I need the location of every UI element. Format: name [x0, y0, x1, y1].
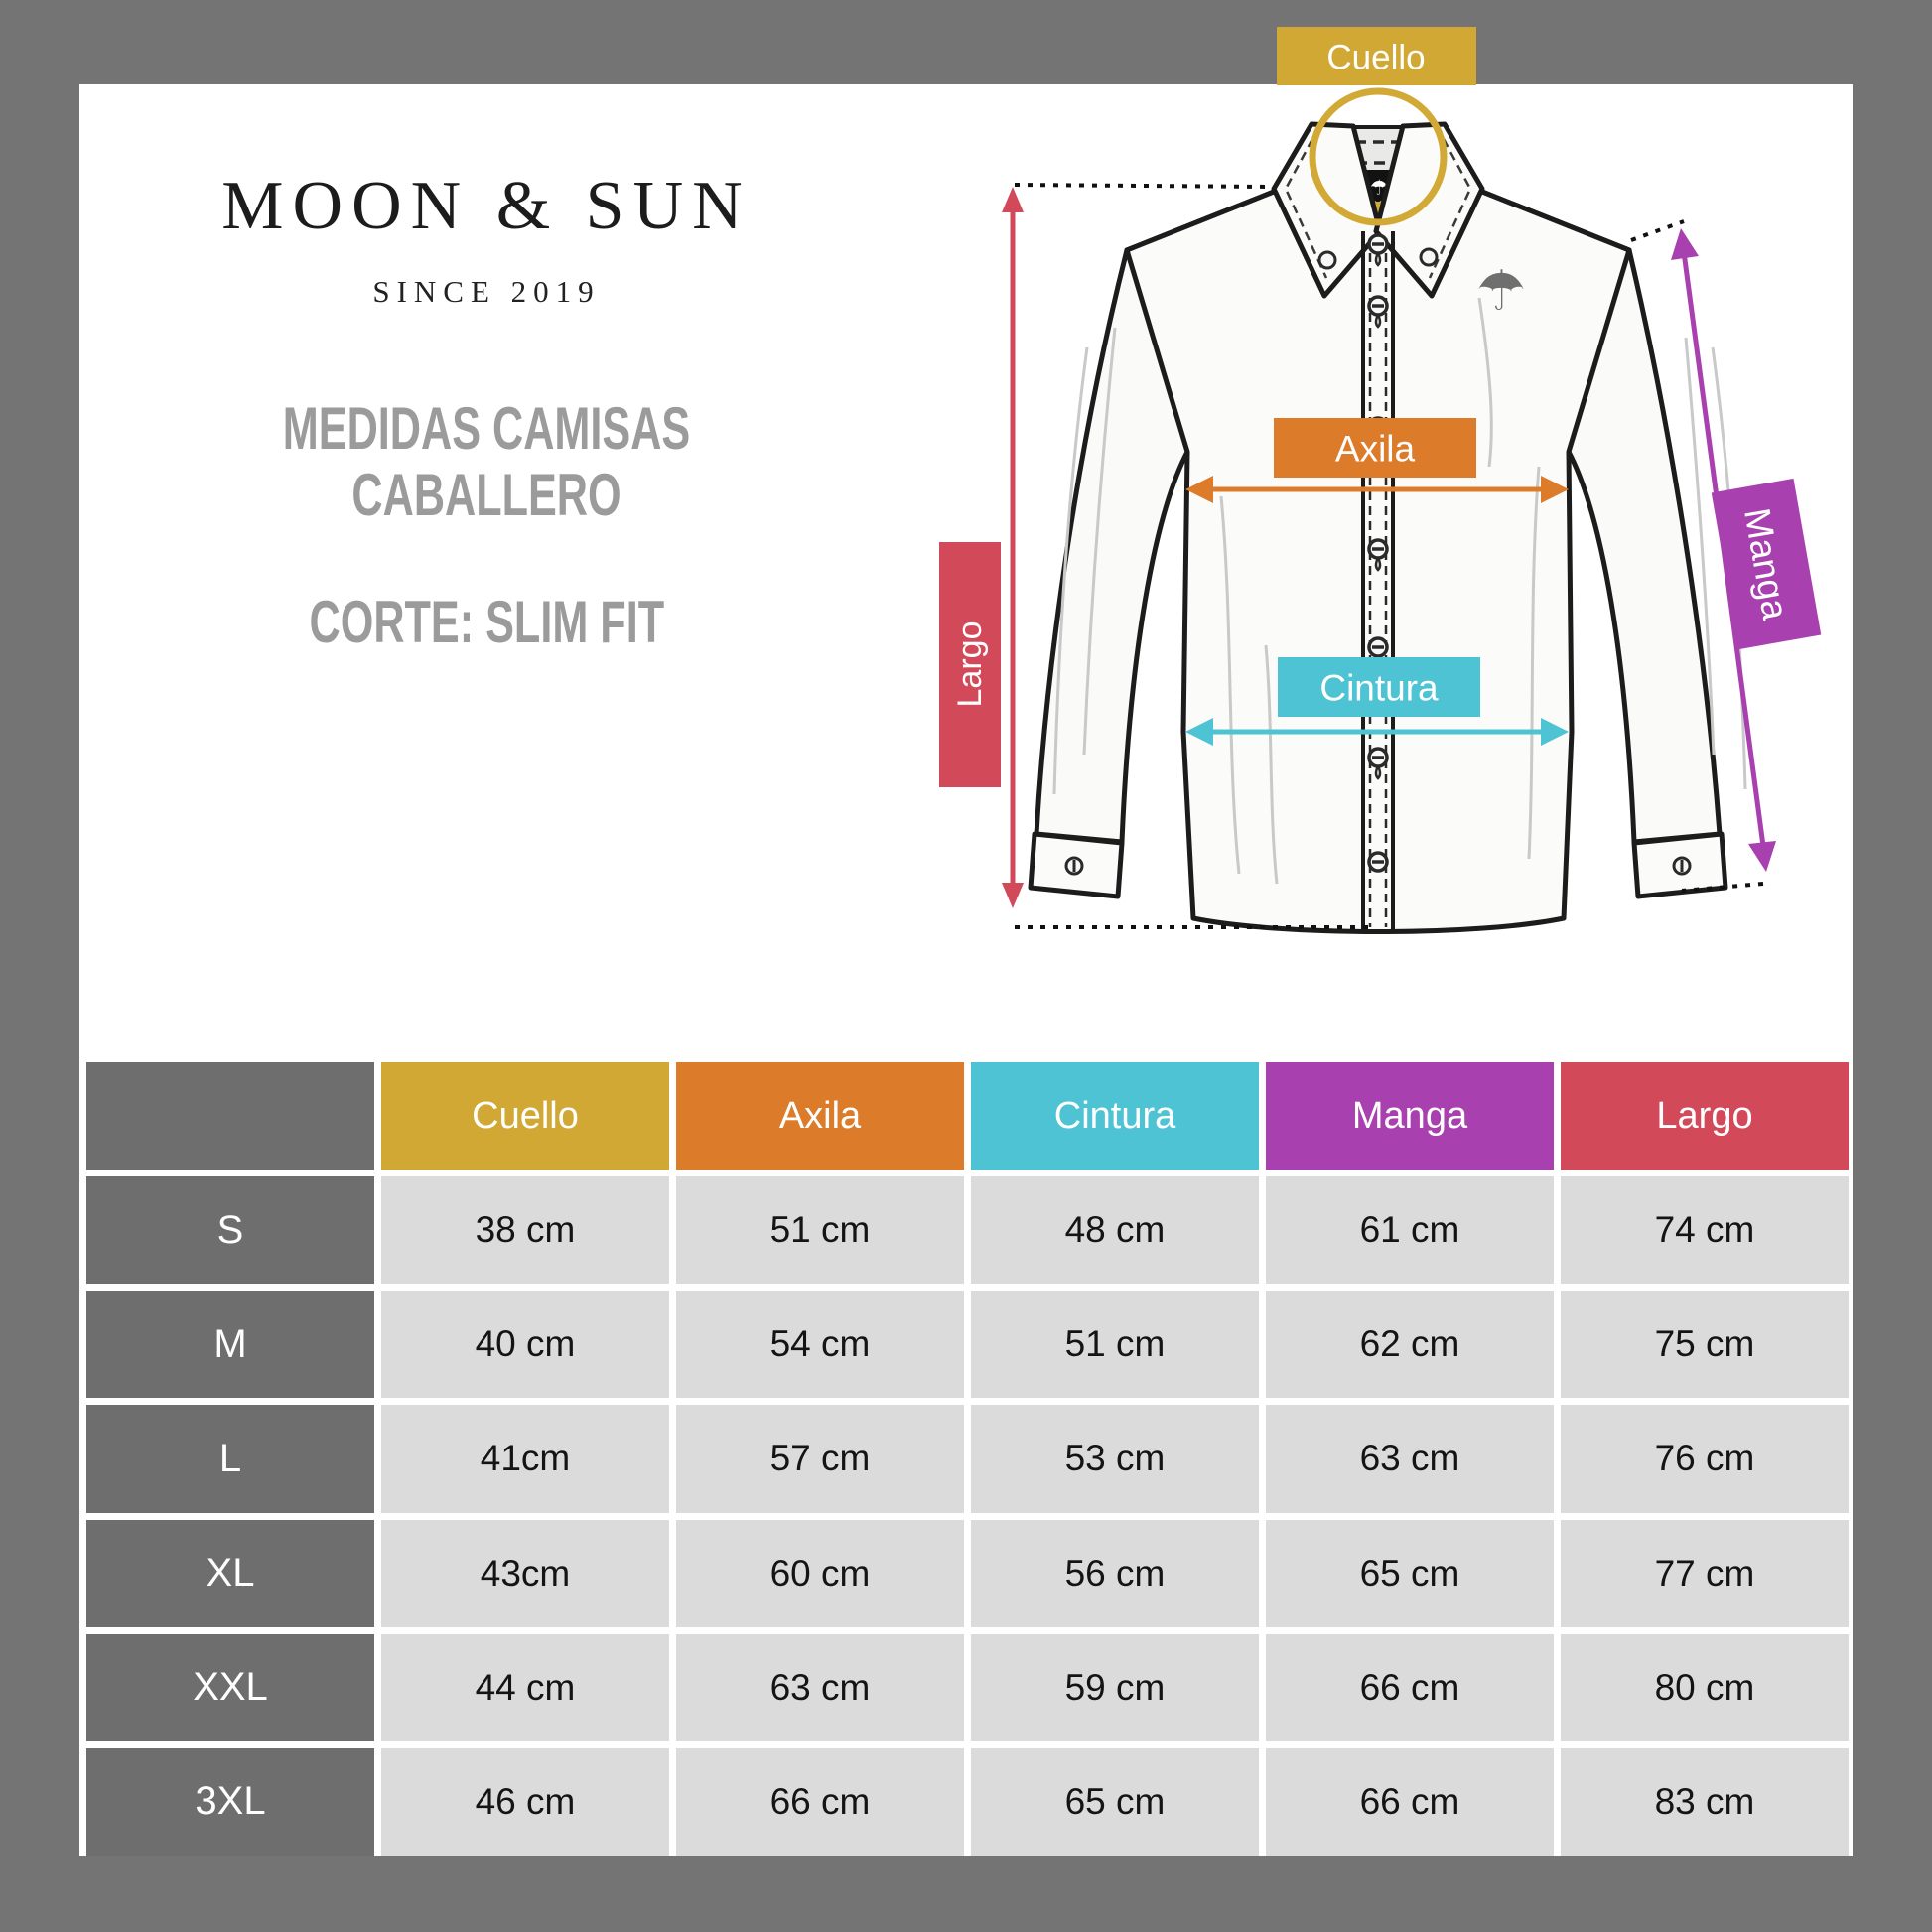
collar-flap-stitching	[1284, 138, 1472, 279]
value-cell-l-largo: 76 cm	[1561, 1405, 1849, 1513]
column-header-manga: Manga	[1266, 1062, 1554, 1171]
value-cell-xl-cuello: 43cm	[381, 1519, 669, 1627]
row-header-size-xxl: XXL	[86, 1633, 374, 1741]
value-cell-s-cintura: 48 cm	[971, 1176, 1259, 1285]
title-line1: MEDIDAS CAMISAS	[282, 395, 691, 462]
value-cell-m-axila: 54 cm	[676, 1291, 964, 1399]
collar-flaps	[1271, 121, 1485, 299]
value-cell-m-largo: 75 cm	[1561, 1291, 1849, 1399]
size-table: Cuello Axila Cintura Manga Largo S 38 cm 51 cm 4…	[86, 1062, 1849, 1856]
svg-text:Cintura: Cintura	[1319, 668, 1439, 709]
table-corner-cell	[86, 1062, 374, 1171]
value-cell-l-cuello: 41cm	[381, 1405, 669, 1513]
column-header-largo: Largo	[1561, 1062, 1849, 1171]
value-cell-xxl-cuello: 44 cm	[381, 1633, 669, 1741]
value-cell-xxl-largo: 80 cm	[1561, 1633, 1849, 1741]
value-cell-3xl-cuello: 46 cm	[381, 1747, 669, 1856]
row-header-size-3xl: 3XL	[86, 1747, 374, 1856]
value-cell-3xl-largo: 83 cm	[1561, 1747, 1849, 1856]
row-header-size-l: L	[86, 1405, 374, 1513]
cintura-measure-arrow	[1185, 718, 1569, 746]
dotted-guides	[1014, 183, 1764, 929]
button-placket	[1361, 231, 1395, 929]
shirt-measurement-diagram: ☂ MOON & RAIN ☂	[939, 27, 1822, 934]
value-cell-l-cintura: 53 cm	[971, 1405, 1259, 1513]
largo-measure-arrow	[1002, 187, 1024, 908]
value-cell-s-cuello: 38 cm	[381, 1176, 669, 1285]
brand-since: SINCE 2019	[372, 274, 601, 309]
value-cell-m-manga: 62 cm	[1266, 1291, 1554, 1399]
value-cell-m-cuello: 40 cm	[381, 1291, 669, 1399]
axila-measure-arrow	[1185, 476, 1569, 503]
value-cell-3xl-axila: 66 cm	[676, 1747, 964, 1856]
fit-subtitle: CORTE: SLIM FIT	[309, 589, 664, 655]
value-cell-xl-axila: 60 cm	[676, 1519, 964, 1627]
brand-logo: MOON & SUN	[221, 168, 752, 244]
umbrella-icon: ☂	[1476, 259, 1526, 324]
value-cell-s-largo: 74 cm	[1561, 1176, 1849, 1285]
value-cell-l-axila: 57 cm	[676, 1405, 964, 1513]
value-cell-xxl-manga: 66 cm	[1266, 1633, 1554, 1741]
row-header-size-xl: XL	[86, 1519, 374, 1627]
row-header-size-s: S	[86, 1176, 374, 1285]
shirt-body	[1124, 189, 1632, 934]
value-cell-xxl-cintura: 59 cm	[971, 1633, 1259, 1741]
column-header-axila: Axila	[676, 1062, 964, 1171]
value-cell-xxl-axila: 63 cm	[676, 1633, 964, 1741]
svg-text:Cuello: Cuello	[1326, 39, 1425, 77]
cuff-buttons	[1064, 856, 1692, 876]
value-cell-xl-manga: 65 cm	[1266, 1519, 1554, 1627]
value-cell-l-manga: 63 cm	[1266, 1405, 1554, 1513]
value-cell-3xl-cintura: 65 cm	[971, 1747, 1259, 1856]
value-cell-m-cintura: 51 cm	[971, 1291, 1259, 1399]
value-cell-s-axila: 51 cm	[676, 1176, 964, 1285]
column-header-cintura: Cintura	[971, 1062, 1259, 1171]
axila-label: Axila	[1274, 418, 1476, 478]
column-header-cuello: Cuello	[381, 1062, 669, 1171]
value-cell-s-manga: 61 cm	[1266, 1176, 1554, 1285]
page-title: MEDIDAS CAMISAS CABALLERO	[79, 395, 894, 528]
value-cell-3xl-manga: 66 cm	[1266, 1747, 1554, 1856]
title-line2: CABALLERO	[351, 462, 621, 529]
value-cell-xl-cintura: 56 cm	[971, 1519, 1259, 1627]
collar-highlight-circle	[1309, 87, 1448, 226]
collar-buttons	[1317, 247, 1439, 270]
cintura-label: Cintura	[1278, 657, 1480, 717]
cuello-label: Cuello	[1277, 27, 1476, 85]
value-cell-xl-largo: 77 cm	[1561, 1519, 1849, 1627]
svg-text:Largo: Largo	[951, 621, 989, 708]
row-header-size-m: M	[86, 1291, 374, 1399]
manga-label: Manga	[1711, 478, 1822, 650]
svg-text:Axila: Axila	[1335, 429, 1416, 470]
largo-label: Largo	[939, 542, 1001, 787]
